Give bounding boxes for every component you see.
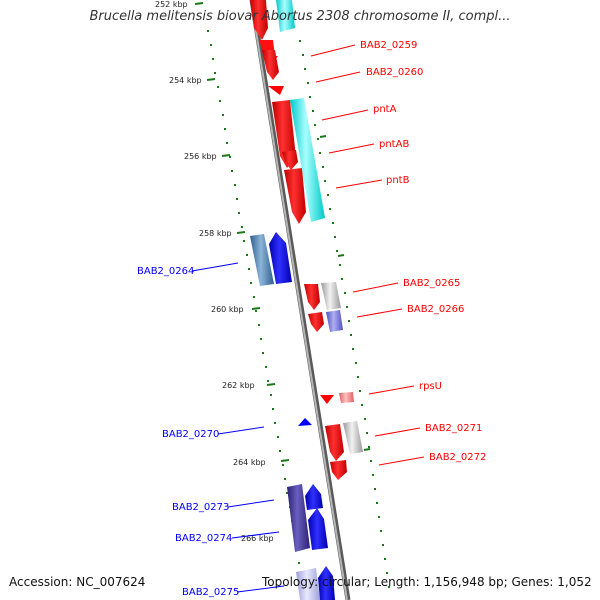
kbp-label-260: 260 kbp (211, 305, 244, 314)
cyan-block-top (276, 0, 295, 32)
kbp-label-258: 258 kbp (199, 229, 232, 238)
gene-bab2-0264 (269, 232, 292, 284)
label-rpsu: rpsU (419, 381, 442, 392)
cyan-block-pnt (290, 98, 325, 222)
lavender-block-0275 (296, 568, 320, 600)
topology-text: Topology: circular; Length: 1,156,948 bp… (262, 575, 592, 589)
reverse-genes (269, 232, 335, 600)
kbp-label-254: 254 kbp (169, 76, 202, 85)
label-bab2-0273: BAB2_0273 (172, 502, 229, 513)
gene-pntab (282, 150, 298, 170)
purple-block-0266 (326, 310, 343, 332)
gene-bab2-0261 (268, 86, 284, 95)
label-pntab: pntAB (379, 139, 409, 150)
gene-bab2-0260 (262, 50, 279, 80)
left-gene-labels: BAB2_0264 BAB2_0270 BAB2_0273 BAB2_0274 … (137, 262, 285, 598)
label-bab2-0271: BAB2_0271 (425, 423, 482, 434)
kbp-label-252: 252 kbp (155, 0, 188, 9)
gene-bab2-0270 (298, 418, 312, 426)
kbp-tick-marks (194, 2, 371, 539)
gene-bab2-0271 (325, 424, 344, 461)
right-gene-labels: BAB2_0259 BAB2_0260 pntA pntAB pntB BAB2… (310, 40, 486, 466)
indigo-block-0273 (287, 484, 310, 552)
grey-block-0271 (343, 421, 363, 454)
gene-bab2-0258 (250, 0, 268, 40)
gene-bab2-0274 (308, 508, 328, 550)
kbp-label-266: 266 kbp (241, 534, 274, 543)
label-bab2-0259: BAB2_0259 (360, 40, 417, 51)
backbone (249, 0, 351, 600)
kbp-label-264: 264 kbp (233, 458, 266, 467)
label-bab2-0275: BAB2_0275 (182, 587, 239, 598)
gene-bab2-0265 (304, 284, 320, 310)
feature-blocks (250, 0, 363, 600)
label-pntb: pntB (386, 175, 410, 186)
forward-genes (250, 0, 347, 480)
label-bab2-0270: BAB2_0270 (162, 429, 219, 440)
label-bab2-0272: BAB2_0272 (429, 452, 486, 463)
kbp-label-256: 256 kbp (184, 152, 217, 161)
gene-bab2-0273 (305, 484, 323, 510)
right-tick-track (299, 40, 390, 588)
label-bab2-0265: BAB2_0265 (403, 278, 460, 289)
steel-block-0264 (250, 234, 274, 286)
label-bab2-0264: BAB2_0264 (137, 266, 194, 277)
kbp-label-262: 262 kbp (222, 381, 255, 390)
label-pnta: pntA (373, 104, 397, 115)
label-bab2-0266: BAB2_0266 (407, 304, 464, 315)
label-bab2-0274: BAB2_0274 (175, 533, 232, 544)
accession-text: Accession: NC_007624 (9, 575, 146, 589)
gene-bab2-0272 (330, 460, 347, 480)
kbp-labels: 252 kbp 254 kbp 256 kbp 258 kbp 260 kbp … (155, 0, 274, 543)
gene-pntb (284, 168, 306, 224)
gene-rpsu (320, 395, 334, 404)
grey-block-0265 (321, 282, 341, 310)
map-title: Brucella melitensis biovar Abortus 2308 … (89, 9, 511, 24)
gene-bab2-0266 (308, 312, 324, 332)
gene-bab2-0275 (318, 566, 335, 600)
pink-block-rpsu (339, 392, 354, 403)
label-bab2-0260: BAB2_0260 (366, 67, 423, 78)
